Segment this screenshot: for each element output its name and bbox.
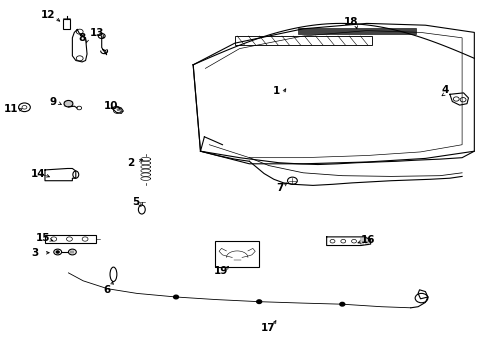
Text: 4: 4 bbox=[440, 85, 448, 95]
Circle shape bbox=[256, 300, 261, 303]
Text: 19: 19 bbox=[213, 266, 228, 276]
Text: 11: 11 bbox=[3, 104, 18, 114]
Bar bbox=[45, 235, 96, 243]
Text: 3: 3 bbox=[32, 248, 39, 258]
Circle shape bbox=[339, 302, 344, 306]
Text: 12: 12 bbox=[41, 10, 55, 20]
Text: 16: 16 bbox=[360, 235, 374, 246]
Text: 14: 14 bbox=[31, 168, 45, 179]
Text: 2: 2 bbox=[127, 158, 134, 168]
Text: 10: 10 bbox=[104, 101, 119, 111]
Bar bbox=[298, 28, 415, 34]
Bar bbox=[215, 241, 259, 267]
Text: 18: 18 bbox=[343, 17, 358, 27]
Text: 9: 9 bbox=[49, 96, 56, 107]
Text: 1: 1 bbox=[272, 86, 279, 96]
Text: 8: 8 bbox=[79, 33, 85, 43]
Bar bbox=[234, 36, 371, 45]
Text: 5: 5 bbox=[132, 197, 139, 207]
Bar bbox=[62, 19, 70, 29]
Text: 15: 15 bbox=[36, 233, 50, 243]
Circle shape bbox=[173, 295, 178, 299]
Text: 7: 7 bbox=[275, 183, 283, 193]
Text: 17: 17 bbox=[260, 323, 275, 333]
Circle shape bbox=[56, 251, 59, 253]
Text: 6: 6 bbox=[103, 285, 110, 295]
Text: 13: 13 bbox=[89, 28, 104, 38]
